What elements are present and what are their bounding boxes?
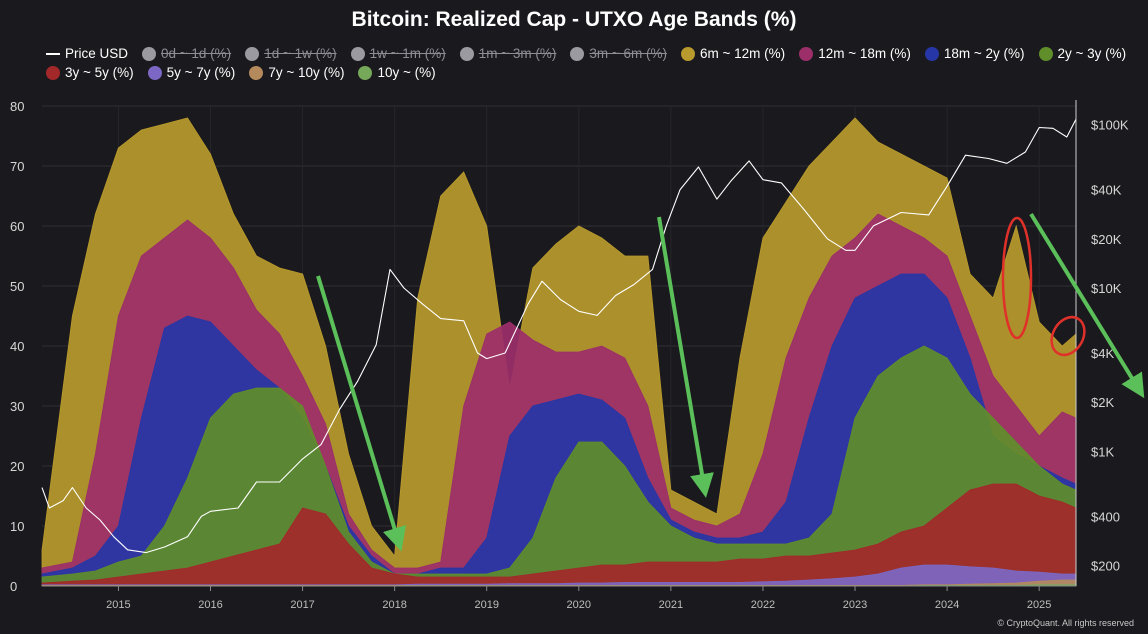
left-axis-tick-label: 0: [10, 579, 17, 594]
price-line: [41, 118, 1077, 554]
legend-swatch: [459, 46, 474, 61]
legend-item[interactable]: 1d ~ 1w (%): [245, 46, 337, 61]
left-axis-tick-label: 40: [10, 339, 24, 354]
legend-label: 7y ~ 10y (%): [268, 65, 345, 80]
legend-item[interactable]: 1m ~ 3m (%): [459, 46, 557, 61]
legend-swatch: [147, 65, 162, 80]
annotation-arrow: [657, 216, 714, 498]
x-axis-tick-label: 2015: [106, 599, 130, 611]
legend-label: 6m ~ 12m (%): [700, 46, 786, 61]
x-axis-tick-label: 2018: [382, 599, 406, 611]
left-axis-tick-label: 70: [10, 159, 24, 174]
legend-item[interactable]: 3y ~ 5y (%): [46, 65, 134, 80]
legend-swatch: [245, 46, 260, 61]
legend-label: 1d ~ 1w (%): [264, 46, 337, 61]
annotation-arrow: [1029, 212, 1145, 399]
left-axis-tick-label: 20: [10, 459, 24, 474]
legend-item[interactable]: 18m ~ 2y (%): [924, 46, 1025, 61]
area-series: [41, 564, 1077, 587]
legend-item[interactable]: 10y ~ (%): [358, 65, 436, 80]
x-axis-tick-label: 2017: [290, 599, 314, 611]
x-axis-tick-label: 2024: [935, 599, 959, 611]
legend-label: 18m ~ 2y (%): [943, 46, 1025, 61]
legend-swatch: [249, 65, 264, 80]
legend-item[interactable]: 6m ~ 12m (%): [681, 46, 785, 61]
right-axis-tick-label: $4K: [1091, 346, 1114, 361]
legend-item[interactable]: 2y ~ 3y (%): [1038, 46, 1127, 61]
left-axis-tick-label: 10: [10, 519, 24, 534]
legend-item[interactable]: 1w ~ 1m (%): [350, 46, 446, 61]
legend-swatch: [358, 65, 373, 80]
legend-swatch: [46, 52, 60, 55]
left-axis-tick-label: 60: [10, 219, 24, 234]
x-axis-tick-label: 2025: [1027, 599, 1051, 611]
left-axis-tick-label: 80: [10, 99, 24, 114]
legend-item[interactable]: 3m ~ 6m (%): [570, 46, 667, 61]
legend-label: 1m ~ 3m (%): [478, 46, 557, 61]
legend-swatch: [1038, 46, 1053, 61]
right-axis-tick-label: $1K: [1091, 444, 1114, 459]
left-axis-tick-label: 50: [10, 279, 24, 294]
legend-label: 2y ~ 3y (%): [1057, 46, 1127, 61]
legend-item[interactable]: Price USD: [46, 46, 128, 61]
footer-copyright: © CryptoQuant. All rights reserved: [997, 618, 1134, 628]
area-series: [41, 483, 1077, 587]
legend-swatch: [350, 46, 365, 61]
legend-item[interactable]: 0d ~ 1d (%): [142, 46, 231, 61]
legend-swatch: [924, 46, 939, 61]
legend-label: 5y ~ 7y (%): [166, 65, 236, 80]
x-axis-tick-label: 2019: [474, 599, 498, 611]
right-axis-tick-label: $10K: [1091, 281, 1122, 296]
left-axis-tick-label: 30: [10, 399, 24, 414]
right-axis-tick-label: $40K: [1091, 183, 1122, 198]
legend-swatch: [799, 46, 814, 61]
legend-label: 3y ~ 5y (%): [65, 65, 134, 80]
legend-label: 1w ~ 1m (%): [369, 46, 446, 61]
chart-title: Bitcoin: Realized Cap - UTXO Age Bands (…: [351, 8, 797, 31]
legend-label: 3m ~ 6m (%): [589, 46, 668, 61]
x-axis-tick-label: 2021: [659, 599, 683, 611]
legend-swatch: [570, 46, 585, 61]
legend-item[interactable]: 12m ~ 18m (%): [799, 46, 911, 61]
x-axis-tick-label: 2023: [843, 599, 867, 611]
right-axis-tick-label: $400: [1091, 509, 1120, 524]
legend-swatch: [142, 46, 157, 61]
right-axis-tick-label: $200: [1091, 559, 1120, 574]
right-axis-tick-label: $2K: [1091, 395, 1114, 410]
x-axis-tick-label: 2022: [751, 599, 775, 611]
x-axis-tick-label: 2016: [198, 599, 222, 611]
legend-swatch: [681, 46, 696, 61]
legend-swatch: [46, 65, 60, 80]
legend-label: Price USD: [65, 46, 129, 61]
legend-label: 10y ~ (%): [377, 65, 436, 80]
annotation-circle: [1001, 216, 1033, 340]
x-axis-tick-label: 2020: [567, 599, 591, 611]
annotation-circle: [1050, 315, 1086, 357]
annotation-arrow: [316, 275, 407, 552]
legend: Price USD 0d ~ 1d (%) 1d ~ 1w (%) 1w ~ 1m (…: [46, 46, 1136, 80]
legend-item[interactable]: 7y ~ 10y (%): [249, 65, 344, 80]
right-axis-tick-label: $20K: [1091, 232, 1122, 247]
legend-item[interactable]: 5y ~ 7y (%): [147, 65, 236, 80]
legend-label: 12m ~ 18m (%): [818, 46, 911, 61]
right-axis-tick-label: $100K: [1091, 118, 1129, 133]
legend-label: 0d ~ 1d (%): [161, 46, 232, 61]
